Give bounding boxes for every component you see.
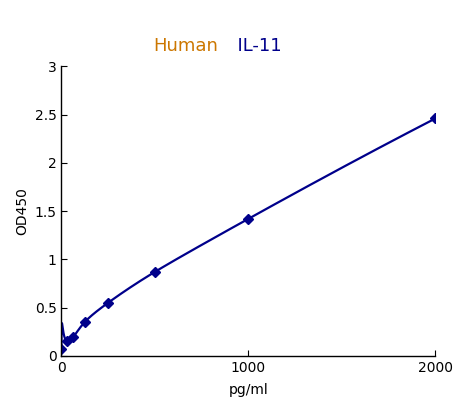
Y-axis label: OD450: OD450 [15, 187, 29, 235]
Text: Human: Human [154, 37, 219, 55]
X-axis label: pg/ml: pg/ml [228, 383, 268, 397]
Text: IL-11: IL-11 [226, 37, 282, 55]
